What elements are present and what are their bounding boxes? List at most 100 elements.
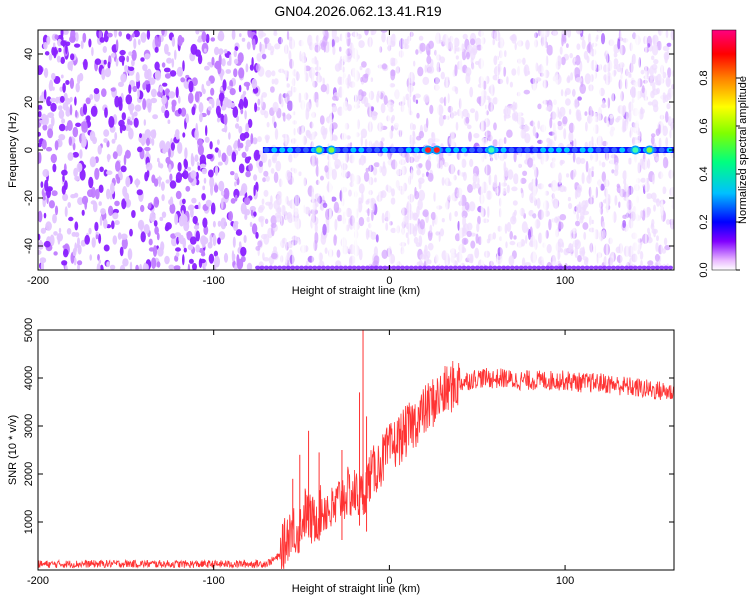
noise-blob	[582, 246, 585, 258]
noise-blob	[664, 244, 671, 251]
noise-blob	[469, 86, 474, 98]
noise-blob	[38, 104, 43, 110]
noise-blob	[416, 112, 420, 119]
y-tick-label: 0	[23, 147, 35, 153]
noise-blob	[412, 94, 416, 103]
noise-blob	[270, 215, 277, 226]
noise-blob	[558, 221, 564, 230]
noise-blob	[182, 198, 186, 205]
noise-blob	[600, 33, 606, 45]
noise-blob	[662, 45, 670, 52]
noise-blob	[651, 55, 655, 61]
noise-blob	[238, 84, 242, 93]
noise-blob	[125, 94, 133, 105]
noise-blob	[522, 170, 528, 176]
noise-blob	[647, 43, 651, 48]
noise-blob	[61, 118, 66, 124]
noise-blob	[559, 106, 566, 117]
noise-blob	[314, 66, 322, 71]
noise-blob	[250, 209, 254, 217]
noise-blob	[273, 78, 279, 85]
noise-blob	[43, 240, 51, 248]
edge-blob	[307, 265, 313, 270]
noise-blob	[144, 80, 150, 85]
signal-blob	[579, 147, 586, 153]
noise-blob	[622, 220, 627, 228]
noise-blob	[144, 129, 152, 139]
noise-blob	[247, 118, 253, 128]
noise-blob	[663, 237, 668, 246]
noise-blob	[641, 85, 645, 94]
colorbar-tick-label: 0.0	[698, 262, 710, 277]
noise-blob	[202, 217, 208, 228]
noise-blob	[472, 181, 477, 190]
noise-blob	[662, 156, 669, 169]
noise-blob	[74, 43, 81, 48]
noise-blob	[233, 188, 240, 199]
noise-blob	[287, 240, 294, 249]
noise-blob	[198, 102, 204, 114]
snr-line	[38, 360, 674, 570]
signal-peak	[316, 147, 323, 153]
noise-blob	[319, 115, 325, 125]
noise-blob	[360, 128, 368, 139]
noise-blob	[559, 185, 566, 193]
noise-blob	[251, 223, 258, 235]
noise-blob	[125, 176, 131, 188]
noise-blob	[40, 227, 47, 234]
noise-blob	[66, 120, 73, 131]
noise-blob	[282, 113, 286, 122]
noise-blob	[135, 178, 139, 188]
noise-blob	[203, 177, 207, 184]
edge-blob	[259, 265, 265, 270]
noise-blob	[468, 201, 476, 212]
spectrogram-x-axis: -200 -100 0 100	[27, 30, 574, 287]
noise-blob	[363, 171, 370, 182]
edge-blob	[553, 265, 559, 270]
noise-blob	[365, 228, 370, 240]
noise-blob	[336, 249, 341, 258]
edge-blob	[492, 265, 498, 270]
noise-blob	[628, 218, 634, 229]
noise-blob	[419, 42, 426, 53]
edge-blob	[351, 265, 357, 270]
noise-blob	[258, 204, 265, 211]
edge-blob	[391, 265, 397, 270]
noise-blob	[462, 108, 469, 118]
noise-blob	[320, 175, 324, 181]
noise-blob	[48, 200, 56, 209]
noise-blob	[508, 255, 515, 266]
edge-blob	[443, 265, 449, 270]
signal-blob	[658, 147, 665, 153]
noise-blob	[126, 33, 131, 40]
snr-background	[38, 330, 674, 570]
noise-blob	[220, 73, 223, 81]
noise-blob	[133, 38, 137, 50]
noise-blob	[60, 74, 64, 79]
noise-blob	[92, 201, 98, 213]
noise-blob	[90, 186, 96, 199]
noise-blob	[95, 188, 100, 200]
noise-blob	[119, 264, 126, 270]
colorbar-gradient	[711, 29, 737, 271]
noise-blob	[38, 152, 42, 164]
noise-blob	[107, 61, 111, 69]
noise-blob	[72, 151, 79, 158]
noise-blob	[373, 162, 380, 168]
noise-blob	[574, 189, 578, 200]
edge-blob	[558, 265, 564, 270]
noise-blob	[467, 222, 473, 231]
edge-blob	[580, 265, 586, 270]
noise-blob	[164, 255, 170, 265]
noise-blob	[288, 153, 293, 163]
noise-blob	[238, 103, 241, 108]
noise-blob	[647, 158, 651, 169]
signal-blob	[461, 147, 468, 153]
noise-blob	[144, 53, 151, 60]
noise-blob	[425, 159, 432, 171]
noise-blob	[83, 58, 88, 71]
noise-blob	[576, 43, 581, 50]
noise-blob	[358, 40, 365, 49]
noise-blob	[333, 201, 340, 213]
noise-blob	[147, 102, 152, 113]
